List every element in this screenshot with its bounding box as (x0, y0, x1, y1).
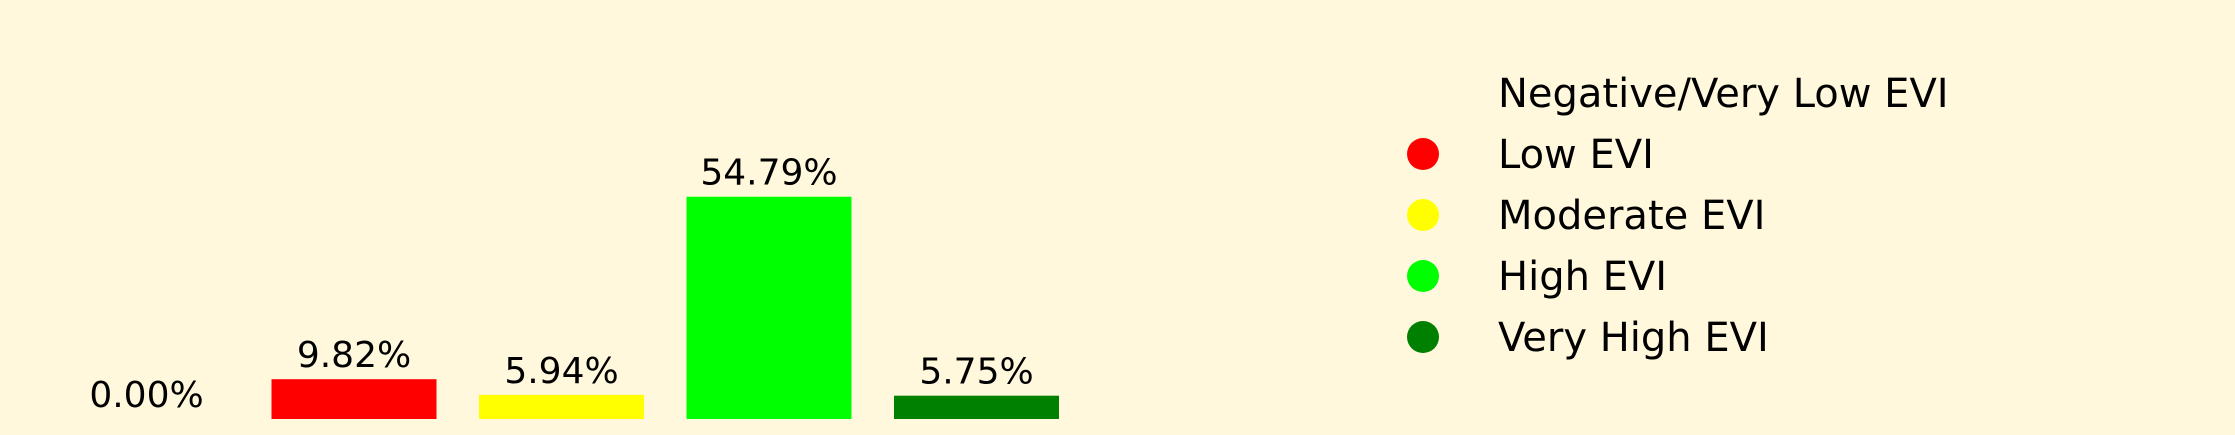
legend-marker-moderate-evi (1407, 199, 1439, 231)
legend-marker-negative-very-low-evi (1407, 77, 1439, 109)
bar-low-evi (271, 379, 437, 419)
bar-label-very-high-evi: 5.75% (919, 352, 1033, 393)
bar-label-negative-very-low-evi: 0.00% (89, 375, 203, 416)
legend-label-negative-very-low-evi: Negative/Very Low EVI (1498, 71, 1949, 117)
legend: Negative/Very Low EVI Low EVI Moderate EVI… (1407, 71, 1949, 361)
legend-label-very-high-evi: Very High EVI (1498, 315, 1769, 361)
legend-marker-very-high-evi (1407, 321, 1439, 353)
bar-label-group: 0.00% 9.82% 5.94% 54.79% 5.75% (89, 153, 1033, 416)
bar-group (271, 196, 1059, 419)
legend-marker-low-evi (1407, 138, 1439, 170)
bar-moderate-evi (479, 394, 644, 419)
legend-label-moderate-evi: Moderate EVI (1498, 193, 1765, 239)
bar-label-high-evi: 54.79% (700, 153, 837, 194)
bar-high-evi (686, 196, 852, 419)
legend-label-high-evi: High EVI (1498, 254, 1667, 300)
bar-very-high-evi (894, 395, 1059, 419)
bar-label-moderate-evi: 5.94% (504, 351, 618, 392)
legend-label-low-evi: Low EVI (1498, 132, 1654, 178)
bar-label-low-evi: 9.82% (297, 335, 411, 376)
legend-marker-high-evi (1407, 260, 1439, 292)
